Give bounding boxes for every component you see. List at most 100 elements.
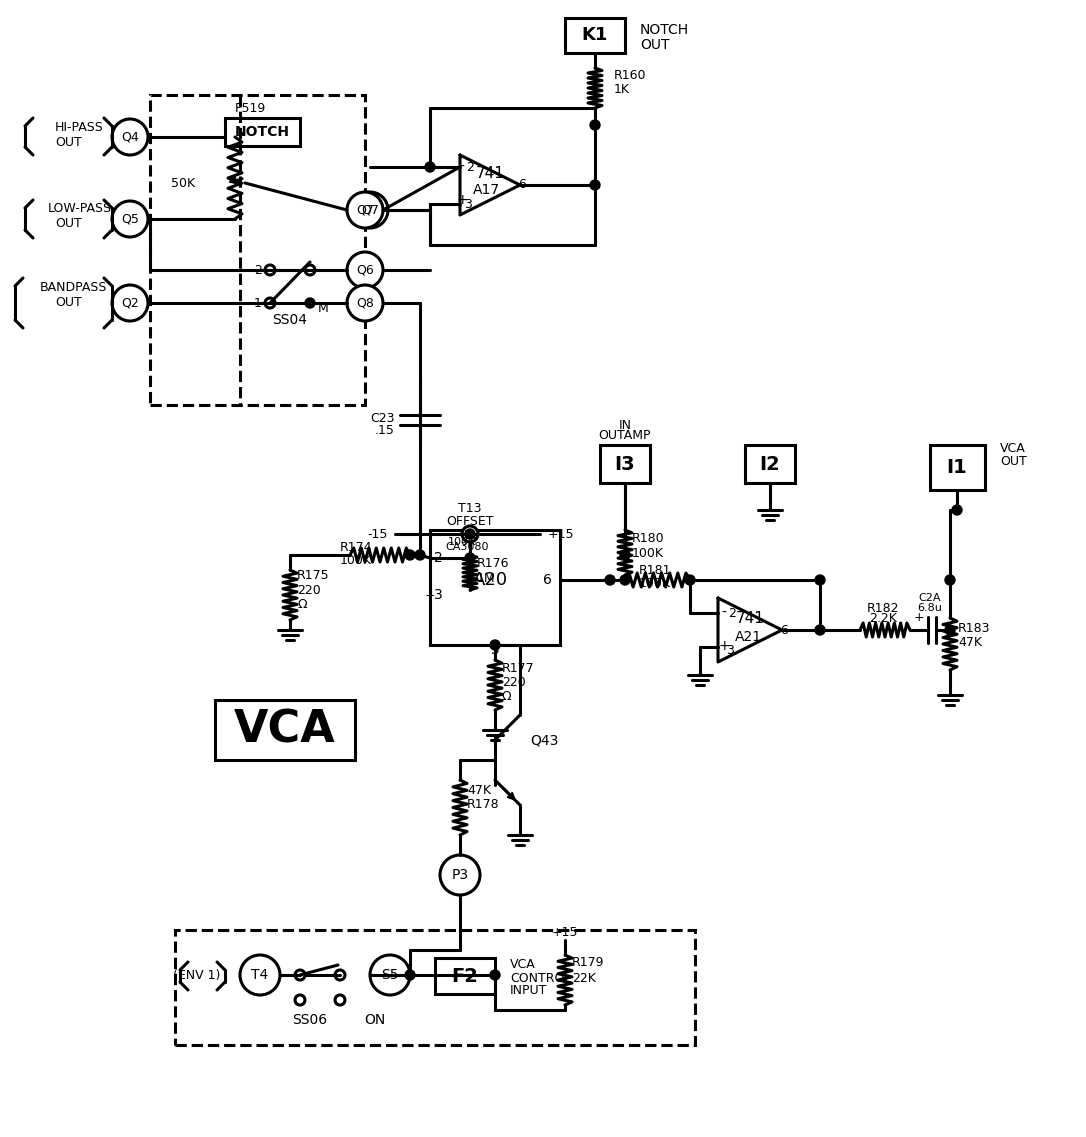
Text: R182: R182 (867, 601, 899, 614)
Text: R177: R177 (502, 662, 534, 674)
Circle shape (490, 970, 500, 980)
Circle shape (295, 995, 305, 1005)
Text: -15: -15 (368, 528, 388, 540)
Bar (430, 530, 560, 645)
Circle shape (265, 298, 275, 308)
Text: 741: 741 (476, 166, 504, 181)
Text: OUTAMP: OUTAMP (598, 429, 652, 441)
Text: Q4: Q4 (122, 131, 139, 143)
Text: +: + (913, 611, 924, 623)
Circle shape (348, 252, 383, 288)
Text: R178: R178 (467, 798, 500, 812)
Text: 6: 6 (543, 573, 552, 587)
Text: 2: 2 (728, 606, 736, 620)
Text: 220: 220 (502, 675, 526, 689)
Text: 22K: 22K (572, 971, 596, 985)
Circle shape (352, 192, 388, 229)
Text: Q5: Q5 (121, 213, 139, 225)
Text: INPUT: INPUT (510, 985, 547, 997)
Bar (930, 445, 985, 490)
Text: 6.8u: 6.8u (918, 603, 943, 613)
Text: 2: 2 (466, 160, 473, 174)
Text: 2.2K: 2.2K (869, 612, 897, 624)
Text: 1K: 1K (614, 83, 630, 96)
Circle shape (465, 529, 475, 539)
Text: 220: 220 (296, 583, 320, 597)
Text: R181: R181 (639, 564, 671, 576)
Text: 100K: 100K (340, 554, 372, 566)
Text: Ω: Ω (296, 598, 306, 611)
Text: -: - (721, 606, 727, 620)
Circle shape (425, 161, 435, 172)
Text: HI-PASS: HI-PASS (55, 121, 104, 133)
Circle shape (348, 192, 383, 229)
Circle shape (348, 285, 383, 321)
Circle shape (814, 625, 825, 634)
Circle shape (305, 265, 315, 275)
Bar (565, 18, 626, 53)
Text: OUT: OUT (55, 296, 81, 308)
Text: 47K: 47K (958, 637, 982, 649)
Bar (745, 445, 795, 483)
Text: R160: R160 (614, 68, 646, 82)
Bar (150, 96, 365, 405)
Circle shape (240, 955, 280, 995)
Text: I3: I3 (615, 455, 635, 473)
Text: OFFSET: OFFSET (446, 515, 494, 528)
Text: OUT: OUT (55, 135, 81, 149)
Circle shape (490, 640, 500, 650)
Text: 1: 1 (254, 297, 262, 309)
Text: +: + (718, 639, 730, 653)
Text: 2: 2 (433, 551, 442, 565)
Bar (435, 958, 495, 994)
Text: 741: 741 (735, 611, 765, 625)
Circle shape (265, 265, 275, 275)
Text: A17: A17 (472, 183, 500, 197)
Text: M: M (318, 301, 329, 315)
Circle shape (605, 575, 615, 586)
Text: ON: ON (365, 1013, 386, 1027)
Text: Q6: Q6 (356, 264, 374, 276)
Text: K1: K1 (582, 26, 608, 44)
Text: 6: 6 (780, 623, 788, 637)
Text: 1M: 1M (477, 572, 495, 584)
Text: CA3080: CA3080 (445, 542, 489, 551)
Text: T13: T13 (458, 501, 482, 515)
Text: R176: R176 (477, 556, 509, 570)
Text: VCA: VCA (510, 958, 535, 971)
Text: R175: R175 (296, 568, 330, 581)
Text: IN: IN (619, 418, 631, 432)
Circle shape (305, 298, 315, 308)
Circle shape (685, 575, 695, 586)
Text: VCA: VCA (1000, 441, 1026, 455)
Text: R179: R179 (572, 956, 605, 970)
Text: T4: T4 (251, 968, 268, 982)
Text: R183: R183 (958, 622, 990, 634)
Text: 100K: 100K (639, 576, 671, 589)
Text: F2: F2 (452, 966, 479, 986)
Bar (175, 930, 695, 1045)
Text: I2: I2 (759, 455, 781, 473)
Circle shape (295, 970, 305, 980)
Text: OUT: OUT (640, 38, 669, 52)
Circle shape (945, 575, 955, 586)
Bar (215, 700, 355, 760)
Text: NOTCH: NOTCH (640, 23, 690, 38)
Circle shape (590, 180, 599, 190)
Text: +: + (456, 193, 468, 207)
Circle shape (334, 970, 345, 980)
Circle shape (620, 575, 630, 586)
Text: 3: 3 (464, 198, 472, 210)
Text: A20: A20 (472, 571, 507, 589)
Circle shape (462, 526, 478, 542)
Circle shape (415, 550, 425, 561)
Bar (225, 118, 300, 146)
Text: LOW-PASS: LOW-PASS (48, 201, 112, 215)
Circle shape (334, 995, 345, 1005)
Text: -: - (430, 551, 435, 564)
Text: P3: P3 (452, 868, 468, 882)
Text: 6: 6 (518, 177, 526, 191)
Circle shape (590, 121, 599, 130)
Text: 100K: 100K (447, 537, 476, 547)
Text: Q43: Q43 (530, 733, 558, 747)
